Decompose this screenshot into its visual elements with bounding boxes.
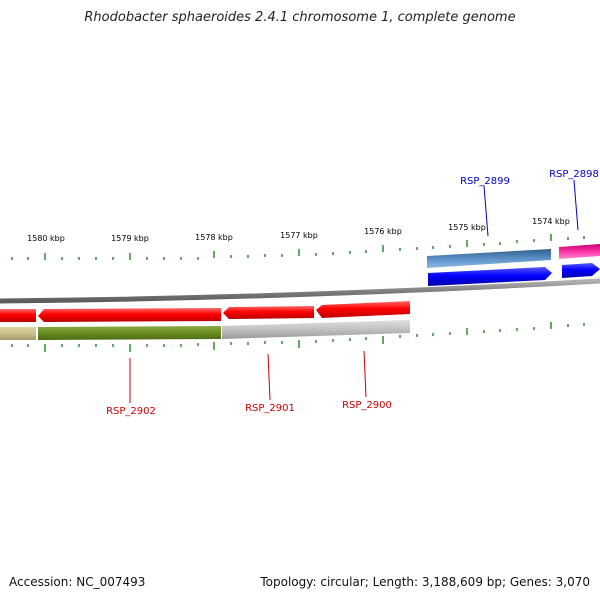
gene-label-rsp-2902[interactable]: RSP_2902 <box>106 406 156 417</box>
gene-label-rsp-2899[interactable]: RSP_2899 <box>460 176 510 187</box>
gene-label-rsp-2900[interactable]: RSP_2900 <box>342 400 392 411</box>
leader-line-rsp-2900 <box>363 350 367 398</box>
cog-band-olive[interactable] <box>38 326 221 340</box>
cog-band-magenta[interactable] <box>559 244 600 259</box>
cog-band-khaki[interactable] <box>0 327 36 340</box>
genome-backbone <box>0 278 600 304</box>
map-title: Rhodobacter sphaeroides 2.4.1 chromosome… <box>84 10 516 25</box>
scale-label-1580: 1580 kbp <box>27 234 65 243</box>
reverse-cds-rsp-2901[interactable] <box>223 306 314 319</box>
reverse-cds-left[interactable] <box>0 309 36 322</box>
leader-line-rsp-2901 <box>267 353 271 401</box>
leader-line-rsp-2899 <box>483 185 489 237</box>
gene-label-rsp-2901[interactable]: RSP_2901 <box>245 403 295 414</box>
forward-cds-rsp-2899[interactable] <box>428 267 552 286</box>
upper-tick-ring <box>11 234 585 260</box>
scale-label-1576: 1576 kbp <box>364 227 402 236</box>
lower-tick-ring <box>11 322 585 352</box>
cog-band-steelblue[interactable] <box>427 249 551 268</box>
leader-line-rsp-2898 <box>573 179 579 231</box>
reverse-cds-rsp-2902[interactable] <box>38 308 221 322</box>
scale-label-1577: 1577 kbp <box>280 231 318 240</box>
cog-band-grey[interactable] <box>222 320 410 339</box>
topology-text: Topology: circular; Length: 3,188,609 bp… <box>260 575 590 589</box>
gene-label-rsp-2898[interactable]: RSP_2898 <box>549 169 599 180</box>
forward-cds-rsp-2898[interactable] <box>562 263 600 278</box>
scale-label-1575: 1575 kbp <box>448 223 486 232</box>
scale-label-1579: 1579 kbp <box>111 234 149 243</box>
reverse-cds-rsp-2900[interactable] <box>316 301 410 318</box>
scale-label-1574: 1574 kbp <box>532 217 570 226</box>
accession-text: Accession: NC_007493 <box>9 575 146 589</box>
scale-label-1578: 1578 kbp <box>195 233 233 242</box>
scale-labels: 1580 kbp 1579 kbp 1578 kbp 1577 kbp 1576… <box>27 217 570 243</box>
